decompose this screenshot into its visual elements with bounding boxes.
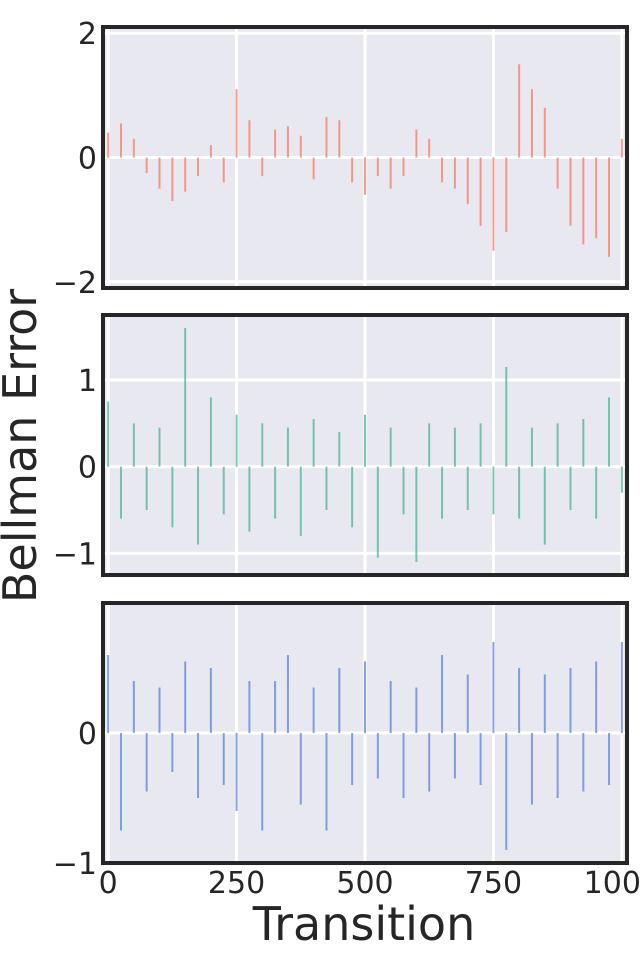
panel-frame <box>101 25 629 290</box>
y-tick-label: 0 <box>78 142 97 177</box>
panel-frame <box>101 313 629 577</box>
x-tick-label: 500 <box>336 866 393 901</box>
panels-group: −2 0 2 −1 0 1 −1 0 <box>53 17 629 882</box>
panel-1: −2 0 2 <box>53 17 629 301</box>
y-tick-label: 2 <box>78 17 97 52</box>
y-tick-label: 0 <box>78 717 97 752</box>
y-tick-label: −1 <box>53 537 97 572</box>
x-tick-label: 0 <box>99 866 118 901</box>
y-tick-label: −2 <box>53 266 97 301</box>
x-tick-label: 250 <box>208 866 265 901</box>
x-tick-labels: 0 250 500 750 1000 <box>99 866 640 901</box>
y-axis-title: Bellman Error <box>0 289 47 603</box>
y-tick-label: 0 <box>78 451 97 486</box>
panel-2: −1 0 1 <box>53 313 629 577</box>
y-tick-label: 1 <box>78 364 97 399</box>
x-tick-label: 750 <box>465 866 522 901</box>
panel-frame <box>101 601 629 865</box>
panel-3: −1 0 <box>53 601 629 882</box>
x-tick-label: 1000 <box>584 866 640 901</box>
y-tick-label: −1 <box>53 847 97 882</box>
x-axis-title: Transition <box>252 897 475 951</box>
